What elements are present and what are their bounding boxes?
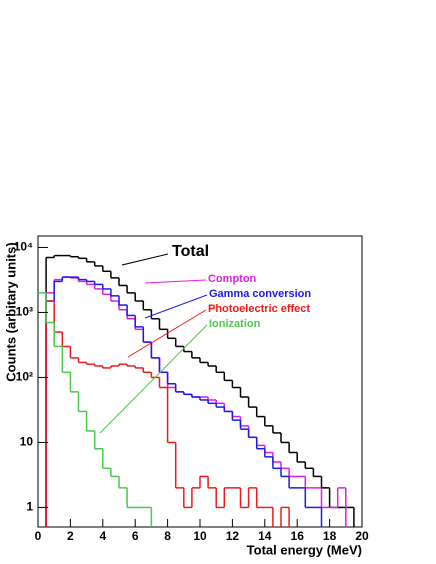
annotation-line	[99, 324, 208, 434]
series-label: Gamma conversion	[209, 288, 311, 300]
x-tick-label: 2	[67, 529, 74, 543]
x-tick-label: 6	[132, 529, 139, 543]
annotation-line	[144, 279, 207, 284]
x-tick-label: 0	[35, 529, 42, 543]
x-tick-label: 14	[258, 529, 272, 543]
series-label: Ionization	[209, 318, 261, 330]
y-tick-label: 10³	[16, 305, 33, 319]
y-tick-label: 10	[20, 435, 34, 449]
x-tick-label: 8	[164, 529, 171, 543]
y-tick-label: 10⁴	[14, 240, 33, 254]
series-label: Total	[172, 243, 209, 260]
x-tick-label: 20	[355, 529, 369, 543]
y-tick-label: 10²	[16, 370, 33, 384]
x-tick-label: 16	[291, 529, 305, 543]
annotation-line	[121, 253, 169, 266]
x-tick-label: 10	[193, 529, 207, 543]
y-tick-label: 1	[26, 500, 33, 514]
x-tick-label: 12	[226, 529, 240, 543]
histograms	[38, 254, 355, 527]
x-tick-label: 4	[99, 529, 106, 543]
x-axis-label: Total energy (MeV)	[247, 542, 362, 557]
series-label: Photoelectric effect	[208, 303, 310, 315]
series-label: Compton	[208, 273, 257, 285]
y-axis-label: Counts (arbitary units)	[3, 242, 18, 381]
annotation-line	[144, 294, 208, 319]
x-tick-label: 18	[323, 529, 337, 543]
annotation-line	[127, 309, 207, 358]
